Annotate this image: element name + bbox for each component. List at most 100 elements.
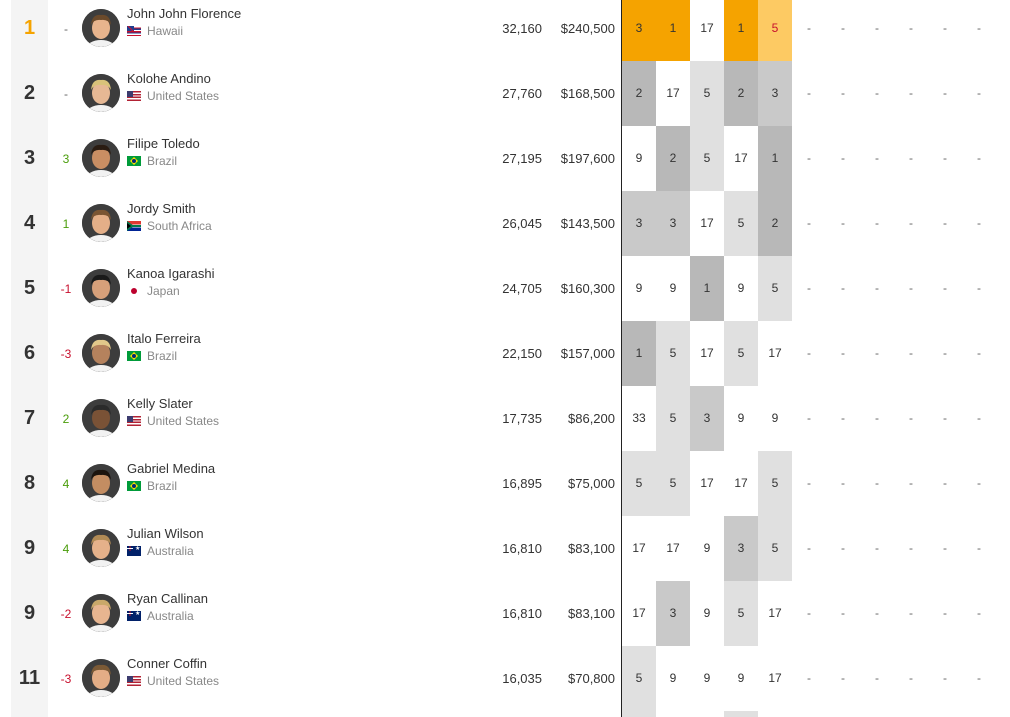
- athlete-country: Brazil: [127, 349, 177, 363]
- athlete-avatar[interactable]: [82, 659, 120, 697]
- country-label: Australia: [147, 609, 194, 623]
- table-row[interactable]: 1 - John John Florence Hawaii 32,160 $240,500…: [0, 0, 1010, 61]
- athlete-name[interactable]: Ryan Callinan: [127, 591, 208, 606]
- athlete-name[interactable]: John John Florence: [127, 6, 242, 21]
- event-result-cell: 5: [724, 581, 758, 646]
- rank-change: -3: [60, 671, 72, 686]
- athlete-avatar[interactable]: [82, 9, 120, 47]
- rank-change: -1: [60, 281, 72, 296]
- event-result-cell: 17: [622, 516, 656, 581]
- event-result-cell: 3: [724, 516, 758, 581]
- event-result-cell: -: [875, 346, 879, 360]
- event-result-cell: 17: [622, 581, 656, 646]
- event-results-divider: [621, 0, 622, 717]
- au-flag-icon: [127, 546, 141, 556]
- event-result-cell: -: [807, 606, 811, 620]
- us-flag-icon: [127, 91, 141, 101]
- athlete-name[interactable]: Filipe Toledo: [127, 136, 200, 151]
- event-result-cell: -: [875, 541, 879, 555]
- athlete-country: South Africa: [127, 219, 212, 233]
- event-result-cell: 5: [622, 451, 656, 516]
- points-value: 17,735: [502, 411, 542, 426]
- event-result-cell: 1: [758, 126, 792, 191]
- rank-number: 9: [23, 602, 36, 624]
- prize-money-value: $83,100: [568, 541, 615, 556]
- event-result-cell: 17: [690, 321, 724, 386]
- event-result-cell: 5: [758, 256, 792, 321]
- athlete-name[interactable]: Italo Ferreira: [127, 331, 201, 346]
- athlete-avatar[interactable]: [82, 464, 120, 502]
- event-result-cell: 5: [656, 386, 690, 451]
- event-result-cell: -: [977, 606, 981, 620]
- country-label: Brazil: [147, 479, 178, 493]
- athlete-name[interactable]: Jordy Smith: [127, 201, 196, 216]
- athlete-avatar[interactable]: [82, 399, 120, 437]
- event-result-cell: 9: [690, 581, 724, 646]
- athlete-country: Japan: [127, 284, 180, 298]
- event-result-cell: -: [841, 281, 845, 295]
- event-result-cell: -: [807, 411, 811, 425]
- event-result-cell: -: [943, 151, 947, 165]
- athlete-name[interactable]: Kanoa Igarashi: [127, 266, 215, 281]
- points-value: 16,810: [502, 606, 542, 621]
- event-result-cell: 5: [758, 0, 792, 61]
- rank-change: -2: [60, 606, 72, 621]
- event-result-cell: 2: [622, 61, 656, 126]
- event-result-cell: 5: [656, 451, 690, 516]
- points-value: 16,035: [502, 671, 542, 686]
- jp-flag-icon: [127, 286, 141, 296]
- us-flag-icon: [127, 676, 141, 686]
- table-row[interactable]: 4 1 Jordy Smith South Africa 26,045 $143,500 3…: [0, 191, 1010, 256]
- athlete-avatar[interactable]: [82, 74, 120, 112]
- event-result-cell: -: [977, 21, 981, 35]
- athlete-name[interactable]: Gabriel Medina: [127, 461, 216, 476]
- event-result-cell: -: [841, 606, 845, 620]
- table-row[interactable]: 11 -3 Conner Coffin United States 16,035 $70,…: [0, 646, 1010, 711]
- br-flag-icon: [127, 351, 141, 361]
- athlete-name[interactable]: Conner Coffin: [127, 656, 207, 671]
- event-result-cell: 5: [622, 646, 656, 711]
- table-row[interactable]: 9 4 Julian Wilson Australia 16,810 $83,100 171…: [0, 516, 1010, 581]
- points-value: 32,160: [502, 21, 542, 36]
- event-result-cell: 17: [724, 126, 758, 191]
- athlete-name[interactable]: Kelly Slater: [127, 396, 193, 411]
- athlete-avatar[interactable]: [82, 139, 120, 177]
- athlete-avatar[interactable]: [82, 269, 120, 307]
- table-row[interactable]: 7 2 Kelly Slater United States 17,735 $86,200…: [0, 386, 1010, 451]
- event-result-cell: -: [875, 606, 879, 620]
- points-value: 16,810: [502, 541, 542, 556]
- table-row[interactable]: 5 -1 Kanoa Igarashi Japan 24,705 $160,300 9 9 1 9…: [0, 256, 1010, 321]
- prize-money-value: $86,200: [568, 411, 615, 426]
- event-result-cell: -: [807, 671, 811, 685]
- prize-money-value: $157,000: [560, 346, 615, 361]
- country-label: United States: [147, 89, 220, 103]
- athlete-avatar[interactable]: [82, 334, 120, 372]
- athlete-avatar[interactable]: [82, 204, 120, 242]
- br-flag-icon: [127, 481, 141, 491]
- event-result-cell: 3: [690, 386, 724, 451]
- table-row[interactable]: 9 -2 Ryan Callinan Australia 16,810 $83,100 17…: [0, 581, 1010, 646]
- table-row[interactable]: 6 -3 Italo Ferreira Brazil 22,150 $157,000 1 5 1…: [0, 321, 1010, 386]
- br-flag-icon: [127, 156, 141, 166]
- event-result-cell: -: [943, 476, 947, 490]
- rank-number: 11: [18, 667, 41, 689]
- rank-change: -: [64, 21, 68, 36]
- event-result-cell: -: [943, 281, 947, 295]
- athlete-avatar[interactable]: [82, 529, 120, 567]
- athlete-country: United States: [127, 89, 219, 103]
- points-value: 27,760: [502, 86, 542, 101]
- event-result-cell: -: [943, 606, 947, 620]
- event-result-cell: 9: [758, 386, 792, 451]
- event-result-cell: -: [977, 411, 981, 425]
- table-row[interactable]: 8 4 Gabriel Medina Brazil 16,895 $75,000 5 5 17 1…: [0, 451, 1010, 516]
- event-result-cell: -: [943, 541, 947, 555]
- prize-money-value: $75,000: [568, 476, 615, 491]
- country-label: Brazil: [147, 154, 178, 168]
- table-row[interactable]: 3 3 Filipe Toledo Brazil 27,195 $197,600 9 2 5 17…: [0, 126, 1010, 191]
- table-row[interactable]: 2 - Kolohe Andino United States 27,760 $168,5…: [0, 61, 1010, 126]
- athlete-name[interactable]: Julian Wilson: [127, 526, 204, 541]
- event-result-cell: 1: [690, 256, 724, 321]
- athlete-name[interactable]: Kolohe Andino: [127, 71, 211, 86]
- athlete-avatar[interactable]: [82, 594, 120, 632]
- athlete-country: United States: [127, 674, 219, 688]
